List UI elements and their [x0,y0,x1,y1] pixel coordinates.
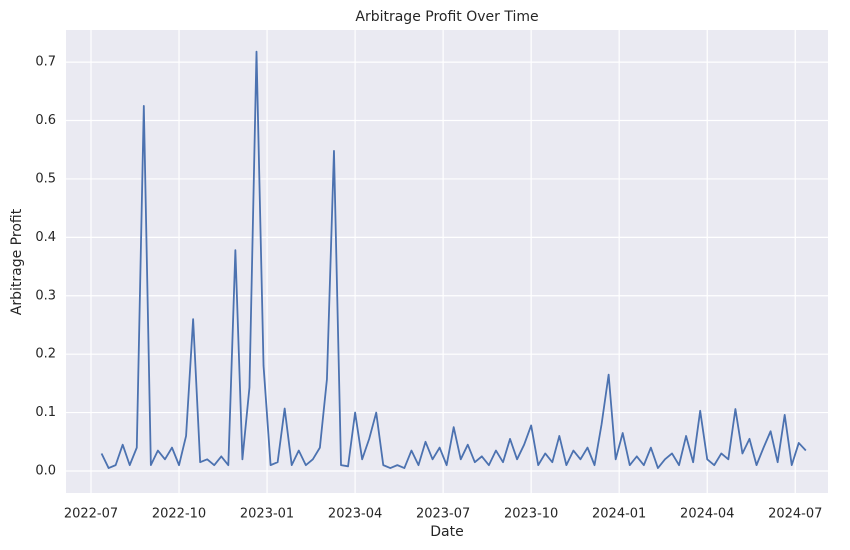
y-tick-label: 0.7 [35,55,56,70]
y-tick-label: 0.1 [35,405,56,420]
y-tick-label: 0.4 [35,230,56,245]
data-line [100,50,807,469]
x-tick-label: 2023-10 [504,507,558,522]
x-tick-label: 2022-07 [64,507,118,522]
y-tick-label: 0.3 [35,288,56,303]
chart-title: Arbitrage Profit Over Time [355,9,538,25]
y-tick-label: 0.6 [35,113,56,128]
x-tick-label: 2024-04 [680,507,734,522]
y-axis-label: Arbitrage Profit [9,208,25,315]
y-tick-label: 0.2 [35,347,56,362]
y-tick-label: 0.0 [35,463,56,478]
x-tick-label: 2023-07 [416,507,470,522]
x-tick-label: 2023-01 [240,507,294,522]
x-axis-label: Date [430,524,463,540]
y-tick-label: 0.5 [35,171,56,186]
x-tick-label: 2023-04 [328,507,382,522]
x-tick-label: 2024-01 [592,507,646,522]
x-tick-label: 2022-10 [152,507,206,522]
x-tick-label: 2024-07 [768,507,822,522]
plot-area [66,30,828,493]
